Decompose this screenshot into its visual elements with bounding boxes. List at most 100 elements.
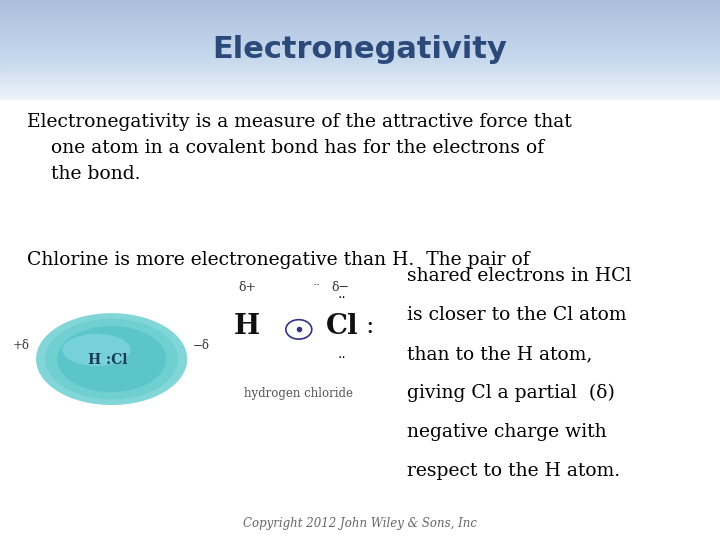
Bar xyxy=(0,96,720,97)
Bar xyxy=(0,65,720,66)
Bar xyxy=(0,54,720,55)
Text: than to the H atom,: than to the H atom, xyxy=(407,345,592,363)
Text: H :Cl: H :Cl xyxy=(89,353,127,367)
Bar xyxy=(0,59,720,60)
Bar xyxy=(0,94,720,95)
Bar xyxy=(0,55,720,56)
Bar xyxy=(0,30,720,31)
Bar xyxy=(0,38,720,39)
Text: giving Cl a partial  (δ): giving Cl a partial (δ) xyxy=(407,384,615,402)
Bar xyxy=(0,68,720,69)
Bar xyxy=(0,66,720,68)
Bar xyxy=(0,88,720,89)
Bar xyxy=(0,49,720,50)
Bar xyxy=(0,80,720,81)
Bar xyxy=(0,8,720,9)
Ellipse shape xyxy=(36,313,187,405)
Bar xyxy=(0,58,720,59)
Bar xyxy=(0,3,720,4)
Bar xyxy=(0,79,720,80)
Bar xyxy=(0,14,720,15)
Bar xyxy=(0,11,720,12)
Bar xyxy=(0,41,720,42)
Bar xyxy=(0,85,720,86)
Bar xyxy=(0,1,720,2)
Text: δ−: δ− xyxy=(331,281,349,294)
Bar xyxy=(0,72,720,73)
Bar xyxy=(0,45,720,46)
Text: ··: ·· xyxy=(312,279,321,292)
Bar xyxy=(0,16,720,17)
Bar xyxy=(0,24,720,25)
Bar xyxy=(0,73,720,74)
Bar xyxy=(0,91,720,92)
Bar xyxy=(0,4,720,5)
Bar xyxy=(0,31,720,32)
Bar xyxy=(0,57,720,58)
Bar xyxy=(0,89,720,90)
Bar xyxy=(0,81,720,82)
Ellipse shape xyxy=(45,319,178,400)
Text: +δ: +δ xyxy=(13,339,30,352)
Bar xyxy=(0,83,720,84)
Bar xyxy=(0,87,720,88)
Bar xyxy=(0,63,720,64)
Bar xyxy=(0,32,720,33)
Bar xyxy=(0,76,720,77)
Bar xyxy=(0,39,720,40)
Bar xyxy=(0,95,720,96)
Bar xyxy=(0,62,720,63)
Ellipse shape xyxy=(63,334,130,366)
Bar xyxy=(0,15,720,16)
Bar xyxy=(0,40,720,41)
Bar xyxy=(0,64,720,65)
Bar xyxy=(0,42,720,43)
Bar xyxy=(0,23,720,24)
Bar xyxy=(0,22,720,23)
Bar xyxy=(0,2,720,3)
Bar xyxy=(0,36,720,37)
Bar xyxy=(0,56,720,57)
Bar xyxy=(0,92,720,93)
Text: −δ: −δ xyxy=(193,339,210,352)
Bar xyxy=(0,86,720,87)
Bar xyxy=(0,97,720,98)
Bar xyxy=(0,29,720,30)
Bar xyxy=(0,17,720,18)
Bar xyxy=(0,75,720,76)
Bar xyxy=(0,0,720,1)
Bar xyxy=(0,52,720,53)
Bar xyxy=(0,99,720,100)
Text: is closer to the Cl atom: is closer to the Cl atom xyxy=(407,306,626,324)
Bar xyxy=(0,82,720,83)
Bar xyxy=(0,21,720,22)
Text: H: H xyxy=(234,313,260,340)
Bar xyxy=(0,33,720,34)
Bar xyxy=(0,28,720,29)
Bar xyxy=(0,74,720,75)
Bar xyxy=(0,9,720,10)
Bar xyxy=(0,51,720,52)
Bar xyxy=(0,5,720,6)
Text: negative charge with: negative charge with xyxy=(407,423,606,441)
Bar xyxy=(0,90,720,91)
Text: ··: ·· xyxy=(338,351,346,365)
Bar xyxy=(0,84,720,85)
Bar xyxy=(0,19,720,20)
Text: Copyright 2012 John Wiley & Sons, Inc: Copyright 2012 John Wiley & Sons, Inc xyxy=(243,517,477,530)
Bar xyxy=(0,93,720,94)
Bar xyxy=(0,78,720,79)
Text: ··: ·· xyxy=(338,291,346,305)
Bar xyxy=(0,10,720,11)
Bar xyxy=(0,34,720,35)
Text: :: : xyxy=(365,315,374,338)
Bar xyxy=(0,98,720,99)
Text: shared electrons in HCl: shared electrons in HCl xyxy=(407,267,631,285)
Bar xyxy=(0,44,720,45)
Bar xyxy=(0,43,720,44)
Bar xyxy=(0,71,720,72)
Bar xyxy=(0,69,720,70)
Bar xyxy=(0,26,720,28)
Text: hydrogen chloride: hydrogen chloride xyxy=(244,387,354,400)
Ellipse shape xyxy=(57,326,166,392)
